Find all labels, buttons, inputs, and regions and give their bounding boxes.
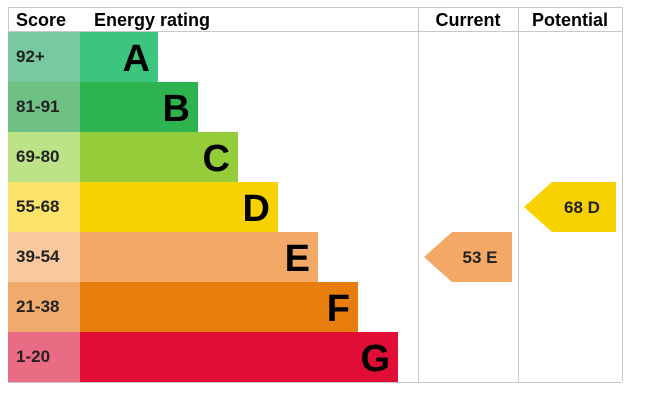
score-cell-g <box>8 332 80 382</box>
band-letter-f: F <box>327 288 350 330</box>
score-cell-a <box>8 32 80 82</box>
rating-indicators: 53 E 68 D <box>424 182 616 282</box>
score-cell-d <box>8 182 80 232</box>
rating-bands: 92+ A 81-91 B 69-80 C 55-68 D 39-54 E 21-38 F 1-20 G <box>8 32 398 382</box>
score-cell-f <box>8 282 80 332</box>
header-current: Current <box>435 10 500 30</box>
band-bar-g <box>80 332 398 382</box>
score-label-b: 81-91 <box>16 97 59 116</box>
current-rating-label: 53 E <box>463 248 498 267</box>
potential-rating-label: 68 D <box>564 198 600 217</box>
header-score: Score <box>16 10 66 30</box>
band-bar-c <box>80 132 238 182</box>
band-bar-b <box>80 82 198 132</box>
current-rating-arrow <box>424 232 512 282</box>
header-potential: Potential <box>532 10 608 30</box>
score-cell-e <box>8 232 80 282</box>
band-letter-g: G <box>360 338 390 380</box>
band-letter-a: A <box>123 38 150 80</box>
score-label-d: 55-68 <box>16 197 59 216</box>
band-bar-f <box>80 282 358 332</box>
column-headers: Score Energy rating Current Potential <box>16 10 608 30</box>
band-bar-e <box>80 232 318 282</box>
band-letter-b: B <box>163 88 190 130</box>
band-letter-d: D <box>243 188 270 230</box>
score-cell-c <box>8 132 80 182</box>
score-label-c: 69-80 <box>16 147 59 166</box>
band-bar-d <box>80 182 278 232</box>
header-energy-rating: Energy rating <box>94 10 210 30</box>
score-label-e: 39-54 <box>16 247 60 266</box>
band-bar-a <box>80 32 158 82</box>
band-letter-e: E <box>285 238 310 280</box>
potential-rating-arrow <box>524 182 616 232</box>
score-cell-b <box>8 82 80 132</box>
score-label-a: 92+ <box>16 47 45 66</box>
score-label-f: 21-38 <box>16 297 59 316</box>
band-letter-c: C <box>203 138 230 180</box>
score-label-g: 1-20 <box>16 347 50 366</box>
